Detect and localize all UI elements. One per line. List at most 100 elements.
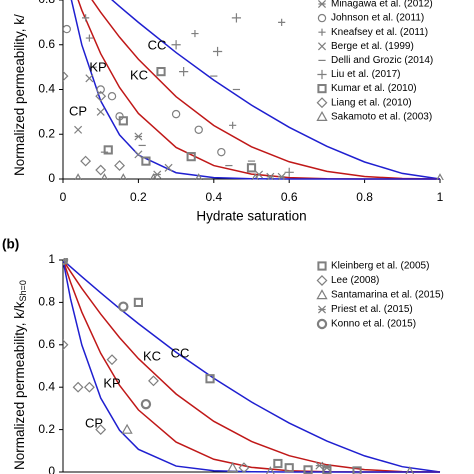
marker — [194, 173, 203, 180]
marker — [134, 132, 143, 141]
legend-marker — [316, 275, 328, 286]
legend-label: Delli and Grozic (2014) — [331, 55, 433, 66]
marker — [231, 13, 242, 23]
marker — [118, 116, 128, 126]
y-tick-label: 0.6 — [38, 337, 55, 351]
y-axis-label: Normalized permeability, k/kSh=0 — [12, 280, 29, 470]
marker — [186, 152, 196, 162]
marker — [405, 466, 415, 474]
marker — [246, 163, 257, 173]
marker — [266, 172, 275, 180]
y-tick-label: 0.2 — [38, 422, 55, 436]
plot-area — [63, 0, 444, 180]
model-curve — [63, 259, 440, 473]
legend-label: Kneafsey et al. (2011) — [331, 27, 428, 38]
marker — [322, 465, 332, 474]
legend-label: Liang et al. (2010) — [331, 97, 412, 108]
marker — [83, 381, 95, 393]
model-curve — [63, 259, 441, 473]
marker — [121, 423, 133, 434]
marker — [72, 381, 84, 393]
marker — [63, 258, 69, 266]
marker — [171, 109, 181, 119]
legend-marker — [317, 13, 327, 23]
y-tick-label: 0.2 — [38, 126, 55, 140]
model-curve — [111, 0, 441, 180]
curve-label: CC — [148, 37, 167, 52]
marker — [103, 145, 113, 155]
curve-label: CP — [85, 415, 103, 430]
curve-label: CP — [69, 103, 87, 118]
marker — [229, 121, 237, 129]
legend-marker — [316, 318, 328, 330]
marker — [179, 67, 189, 77]
legend-label: Sakamoto et al. (2003) — [331, 111, 432, 122]
legend-marker — [317, 69, 327, 80]
model-curve — [63, 259, 441, 473]
curve-label: CC — [171, 345, 190, 360]
legend-label: Santamarina et al. (2015) — [331, 290, 444, 301]
curve-label: KP — [89, 59, 106, 74]
marker — [114, 160, 125, 172]
marker — [194, 125, 203, 134]
y-axis-label-sub: Sh=0 — [18, 280, 28, 301]
marker — [95, 424, 107, 436]
panel-label: (b) — [2, 237, 19, 252]
legend-label: Kumar et al. (2010) — [331, 83, 417, 94]
marker — [238, 462, 250, 474]
x-tick-label: 1 — [437, 190, 444, 204]
curve-label: KC — [130, 67, 148, 82]
y-tick-label: 0.4 — [38, 379, 55, 393]
marker — [149, 173, 158, 180]
legend-marker — [317, 0, 327, 9]
plot-area — [63, 258, 441, 474]
marker — [100, 173, 109, 180]
x-tick-label: 0.6 — [281, 190, 298, 204]
legend-label: Berge et al. (1999) — [331, 41, 414, 52]
y-axis-label-main: Normalized permeability, k/k — [12, 301, 27, 470]
legend-label: Lee (2008) — [331, 275, 379, 286]
y-axis-label: Normalized permeability, k/ — [12, 14, 27, 176]
marker — [74, 125, 83, 134]
marker — [284, 463, 294, 473]
marker — [251, 173, 260, 180]
legend-label: Konno et al. (2015) — [331, 319, 416, 330]
y-tick-label: 1 — [48, 252, 55, 266]
legend-marker — [318, 28, 326, 36]
marker — [277, 172, 286, 180]
marker — [106, 354, 118, 366]
marker — [148, 375, 159, 387]
marker — [140, 398, 152, 410]
marker — [265, 466, 275, 474]
x-axis-label: Hydrate saturation — [196, 209, 306, 224]
x-tick-label: 0.4 — [205, 190, 222, 204]
marker — [85, 34, 93, 42]
marker — [82, 14, 90, 22]
marker — [63, 70, 69, 82]
marker — [303, 465, 313, 474]
marker — [191, 29, 199, 38]
marker — [96, 107, 105, 116]
y-tick-label: 0.4 — [38, 82, 55, 96]
x-tick-label: 0 — [60, 190, 67, 204]
y-tick-label: 0.8 — [38, 0, 55, 6]
model-curve — [91, 0, 441, 180]
legend-marker — [317, 305, 327, 314]
marker — [85, 74, 94, 83]
marker — [217, 147, 226, 157]
marker — [80, 155, 92, 167]
legend-marker — [316, 110, 328, 122]
legend-marker — [317, 84, 327, 94]
legend-marker — [316, 289, 328, 300]
marker — [273, 458, 283, 469]
y-tick-label: 0 — [48, 464, 55, 474]
y-tick-label: 0.6 — [38, 37, 55, 51]
marker — [63, 339, 69, 351]
x-tick-label: 0.8 — [356, 190, 373, 204]
marker — [227, 461, 239, 472]
legend-label: Minagawa et al. (2012) — [331, 0, 433, 10]
legend-marker — [317, 261, 327, 271]
y-tick-label: 0.8 — [38, 295, 55, 309]
legend-label: Johnson et al. (2011) — [331, 13, 424, 24]
